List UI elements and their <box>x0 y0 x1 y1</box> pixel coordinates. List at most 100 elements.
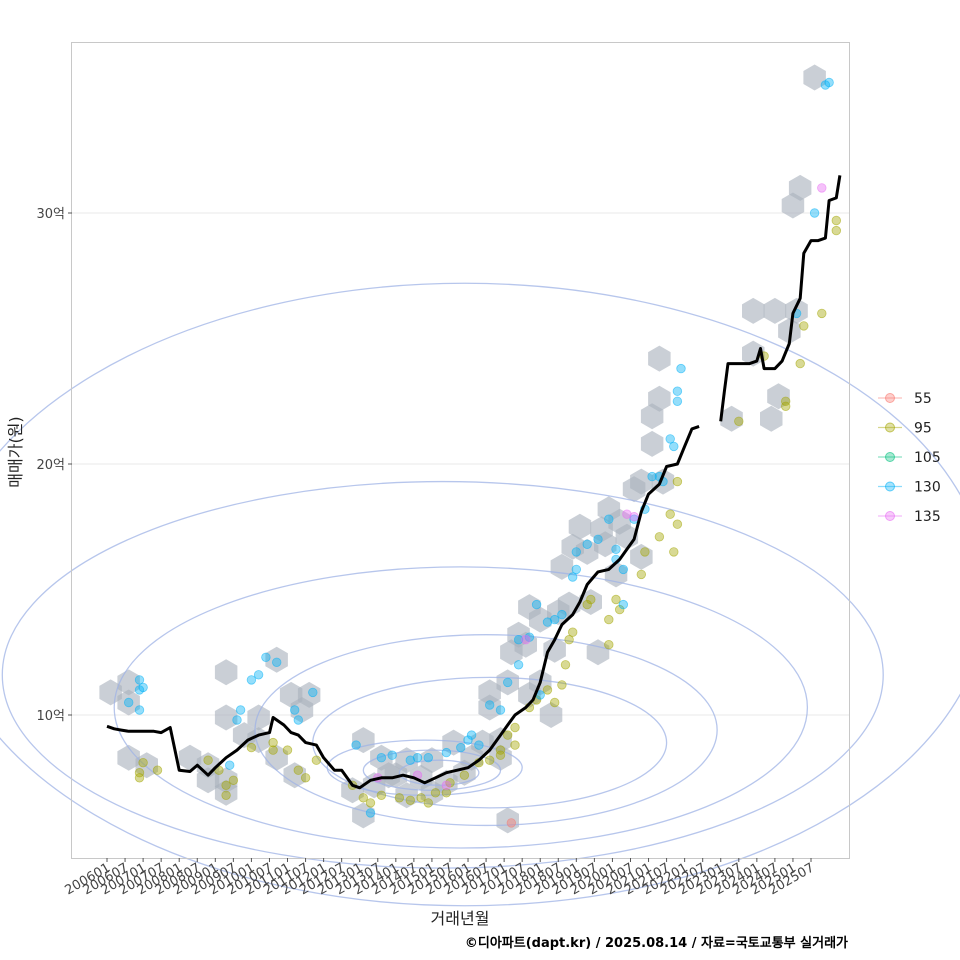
data-point-95 <box>423 798 434 808</box>
data-point-95 <box>152 765 163 775</box>
data-point-130 <box>824 77 834 88</box>
data-point-130 <box>293 715 304 725</box>
hexbin <box>196 767 220 794</box>
grid <box>72 212 849 716</box>
hexbin <box>395 747 418 774</box>
data-point-95 <box>268 745 278 755</box>
data-point-130 <box>513 660 524 670</box>
legend: 55 95 105 130 135 <box>878 391 941 525</box>
data-point-95 <box>503 730 513 740</box>
data-point-95 <box>228 775 239 786</box>
data-point-130 <box>669 441 679 452</box>
hexbin <box>594 531 617 558</box>
data-point-130 <box>272 657 282 668</box>
hexbin <box>489 744 512 771</box>
data-point-95 <box>795 358 805 369</box>
data-point-95 <box>134 773 145 783</box>
data-point-130 <box>495 705 506 715</box>
data-point-130 <box>672 396 683 407</box>
data-point-95 <box>365 798 376 808</box>
hexbin <box>283 762 306 789</box>
data-point-130 <box>224 760 235 770</box>
hexbin <box>214 779 238 806</box>
hexbin <box>640 430 664 457</box>
data-point-95 <box>293 765 304 775</box>
y-tick-label: 10억 <box>36 709 65 724</box>
hexbin <box>630 468 653 495</box>
scatter-points <box>123 77 842 828</box>
data-point-135 <box>441 780 452 791</box>
data-point-130 <box>604 514 614 524</box>
data-point-95 <box>203 755 213 765</box>
density-contour <box>254 634 718 827</box>
data-point-130 <box>571 547 582 557</box>
data-point-130 <box>809 208 820 218</box>
hexbin <box>648 385 671 412</box>
data-point-95 <box>586 594 596 605</box>
hexbin <box>117 689 140 716</box>
data-point-95 <box>495 745 506 755</box>
x-axis: 2006012006072007012007072008012008072009… <box>63 858 817 898</box>
legend-label: 55 <box>914 391 932 407</box>
data-point-95 <box>459 770 470 780</box>
hexbin <box>265 646 288 673</box>
data-point-130 <box>665 434 675 444</box>
data-point-130 <box>611 544 621 555</box>
hexbin <box>763 297 787 324</box>
data-point-130 <box>550 614 560 625</box>
data-point-130 <box>412 753 423 763</box>
data-point-55 <box>506 818 517 828</box>
data-point-130 <box>290 705 300 715</box>
data-point-130 <box>568 572 578 582</box>
data-point-95 <box>799 321 809 331</box>
density-contour <box>312 676 668 809</box>
data-point-130 <box>253 670 264 680</box>
hexbin <box>247 704 270 731</box>
legend-key-point <box>885 393 895 403</box>
data-point-130 <box>618 599 629 610</box>
hexbin <box>99 679 122 706</box>
data-point-95 <box>221 780 231 791</box>
data-point-130 <box>503 677 513 688</box>
hexbin <box>178 744 202 771</box>
hexbin <box>442 729 465 756</box>
data-point-95 <box>781 396 791 407</box>
data-point-130 <box>134 675 145 685</box>
data-point-130 <box>676 363 686 374</box>
data-point-95 <box>831 215 842 226</box>
data-point-135 <box>817 183 827 193</box>
data-point-130 <box>123 697 134 708</box>
data-point-95 <box>441 788 452 798</box>
hexbin <box>630 543 653 570</box>
hexbin <box>489 727 512 754</box>
data-point-95 <box>817 308 827 319</box>
density-contour <box>398 759 480 786</box>
data-point-95 <box>831 225 842 236</box>
plot-panel-border <box>71 42 850 859</box>
hexbin <box>539 702 563 728</box>
legend-label: 130 <box>914 480 941 496</box>
data-point-95 <box>268 737 278 748</box>
data-point-130 <box>618 564 629 575</box>
data-point-95 <box>358 793 369 803</box>
data-point-95 <box>611 594 621 605</box>
data-point-95 <box>394 793 405 803</box>
trend-line <box>106 175 842 790</box>
data-point-130 <box>423 753 434 763</box>
hexbin <box>788 174 812 201</box>
x-axis-title: 거래년월 <box>431 909 490 928</box>
hexbin <box>742 297 765 324</box>
data-point-95 <box>665 509 675 519</box>
hexbin <box>760 405 783 432</box>
legend-key-point <box>885 452 895 462</box>
data-point-95 <box>604 640 614 650</box>
hexbin <box>514 631 537 658</box>
data-point-95 <box>550 697 560 708</box>
data-point-95 <box>654 532 665 542</box>
data-point-135 <box>521 635 531 645</box>
y-tick-label: 30억 <box>36 207 65 222</box>
data-point-130 <box>531 599 542 610</box>
data-point-130 <box>557 609 567 620</box>
data-point-130 <box>376 753 387 763</box>
data-point-130 <box>542 617 553 627</box>
